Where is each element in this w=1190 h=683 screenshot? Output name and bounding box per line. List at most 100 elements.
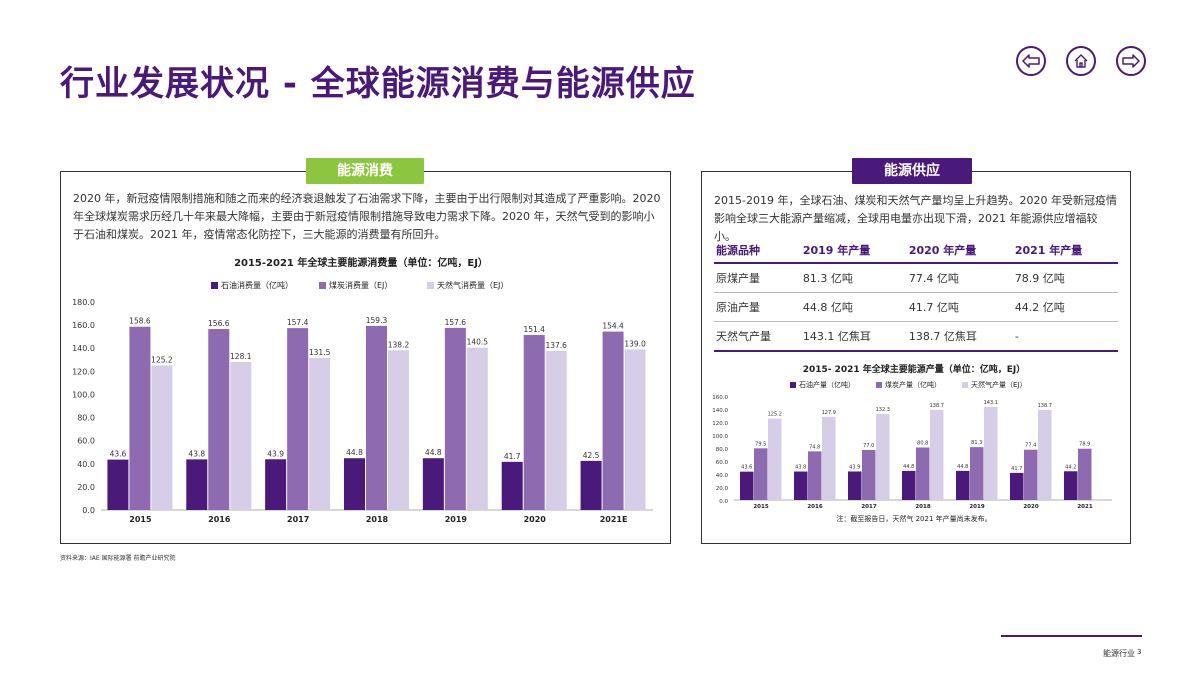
bar [1064, 471, 1078, 500]
data-label: 154.4 [602, 322, 624, 331]
legend-label: 天然气产量（EJ） [971, 380, 1027, 389]
forward-button[interactable] [1116, 46, 1146, 76]
x-tick-label: 2016 [208, 515, 231, 524]
data-label: 42.5 [583, 451, 600, 460]
consumption-tag: 能源消费 [306, 158, 424, 184]
legend-swatch [790, 382, 796, 388]
x-tick-label: 2020 [1023, 504, 1038, 510]
footer-divider [1001, 635, 1142, 637]
chart-title: 2015- 2021 年全球主要能源产量（单位：亿吨，EJ） [803, 363, 1026, 375]
data-label: 127.9 [822, 410, 836, 416]
data-label: 151.4 [523, 325, 545, 334]
bar [956, 470, 970, 500]
data-label: 158.6 [129, 317, 151, 326]
data-label: 139.0 [624, 339, 646, 348]
consumption-text: 2020 年，新冠疫情限制措施和随之而来的经济衰退触发了石油需求下降，主要由于出… [73, 192, 661, 241]
table-cell: 143.1 亿焦耳 [800, 321, 907, 352]
x-tick-label: 2015 [753, 504, 768, 510]
table-header: 能源品种 [714, 238, 801, 264]
home-button[interactable] [1066, 46, 1096, 76]
data-label: 80.8 [917, 440, 928, 446]
data-label: 43.6 [741, 465, 752, 471]
legend-label: 石油产量（亿吨） [799, 380, 855, 389]
bar [862, 449, 876, 500]
bar [501, 461, 523, 510]
table-cell: 77.4 亿吨 [906, 263, 1013, 293]
y-tick-label: 120.0 [712, 421, 728, 427]
legend-swatch [876, 382, 882, 388]
table-cell: 44.8 亿吨 [800, 292, 907, 322]
legend-label: 石油消费量（亿吨） [221, 280, 293, 290]
legend-swatch [319, 282, 326, 289]
data-label: 43.8 [188, 449, 205, 458]
y-tick-label: 120.0 [72, 367, 95, 376]
legend-swatch [211, 282, 218, 289]
source-note: 资料来源：IAE 国际能源署 前瞻产业研究院 [60, 555, 176, 562]
table-cell: - [1012, 321, 1118, 352]
data-label: 157.4 [287, 318, 309, 327]
bar [768, 418, 782, 500]
chart-title: 2015-2021 年全球主要能源消费量（单位：亿吨，EJ） [234, 256, 488, 269]
table-row: 原油产量 44.8 亿吨 41.7 亿吨 44.2 亿吨 [714, 292, 1118, 322]
y-tick-label: 0.0 [719, 499, 728, 505]
bar [930, 409, 944, 500]
legend-label: 煤炭消费量（EJ） [329, 280, 392, 290]
nav-buttons [1016, 46, 1146, 76]
x-tick-label: 2018 [915, 504, 930, 510]
home-icon [1074, 54, 1088, 68]
bar [422, 458, 444, 510]
table-cell: 原煤产量 [714, 263, 801, 293]
y-tick-label: 140.0 [712, 408, 728, 414]
x-tick-label: 2019 [445, 515, 468, 524]
legend-swatch [962, 382, 968, 388]
data-label: 81.3 [971, 440, 982, 446]
bar [444, 327, 466, 510]
bar [916, 447, 930, 500]
data-label: 43.8 [795, 465, 806, 471]
bar [970, 447, 984, 500]
x-tick-label: 2020 [524, 515, 547, 524]
bar [580, 460, 602, 510]
x-tick-label: 2016 [807, 504, 822, 510]
bar [523, 335, 545, 510]
bar [208, 329, 230, 510]
data-label: 74.8 [809, 444, 820, 450]
x-tick-label: 2021E [600, 515, 628, 524]
bar [740, 471, 754, 500]
y-tick-label: 160.0 [712, 395, 728, 401]
data-label: 138.7 [1038, 403, 1052, 409]
table-header: 2021 年产量 [1012, 238, 1118, 264]
table-cell: 原油产量 [714, 292, 801, 322]
bar [366, 325, 387, 510]
data-label: 77.0 [863, 443, 874, 449]
legend-swatch [427, 282, 434, 289]
data-label: 156.6 [208, 319, 230, 328]
data-label: 159.3 [366, 316, 388, 325]
y-tick-label: 80.0 [77, 414, 95, 423]
y-tick-label: 40.0 [77, 460, 95, 469]
data-label: 138.2 [388, 340, 410, 349]
bar [344, 458, 365, 510]
bar [876, 414, 890, 500]
bar [822, 416, 836, 500]
x-tick-label: 2017 [287, 515, 309, 524]
x-tick-label: 2018 [366, 515, 389, 524]
supply-chart: 2015- 2021 年全球主要能源产量（单位：亿吨，EJ） 石油产量（亿吨） 煤炭… [712, 363, 1112, 523]
table-header: 2019 年产量 [800, 238, 907, 264]
bar [848, 471, 862, 500]
data-label: 41.7 [504, 452, 521, 461]
bar [545, 350, 567, 510]
consumption-panel: 能源消费 2020 年，新冠疫情限制措施和随之而来的经济衰退触发了石油需求下降，… [60, 158, 671, 544]
y-tick-label: 60.0 [716, 460, 729, 466]
bar [107, 459, 129, 510]
bar [129, 326, 151, 510]
y-tick-label: 100.0 [712, 434, 728, 440]
y-tick-label: 20.0 [716, 486, 729, 492]
arrow-left-icon [1022, 54, 1040, 68]
y-tick-label: 80.0 [716, 447, 729, 453]
bar [984, 406, 998, 500]
back-button[interactable] [1016, 46, 1046, 76]
supply-tag: 能源供应 [852, 158, 972, 184]
data-label: 132.3 [876, 407, 890, 413]
bar [1078, 448, 1092, 500]
